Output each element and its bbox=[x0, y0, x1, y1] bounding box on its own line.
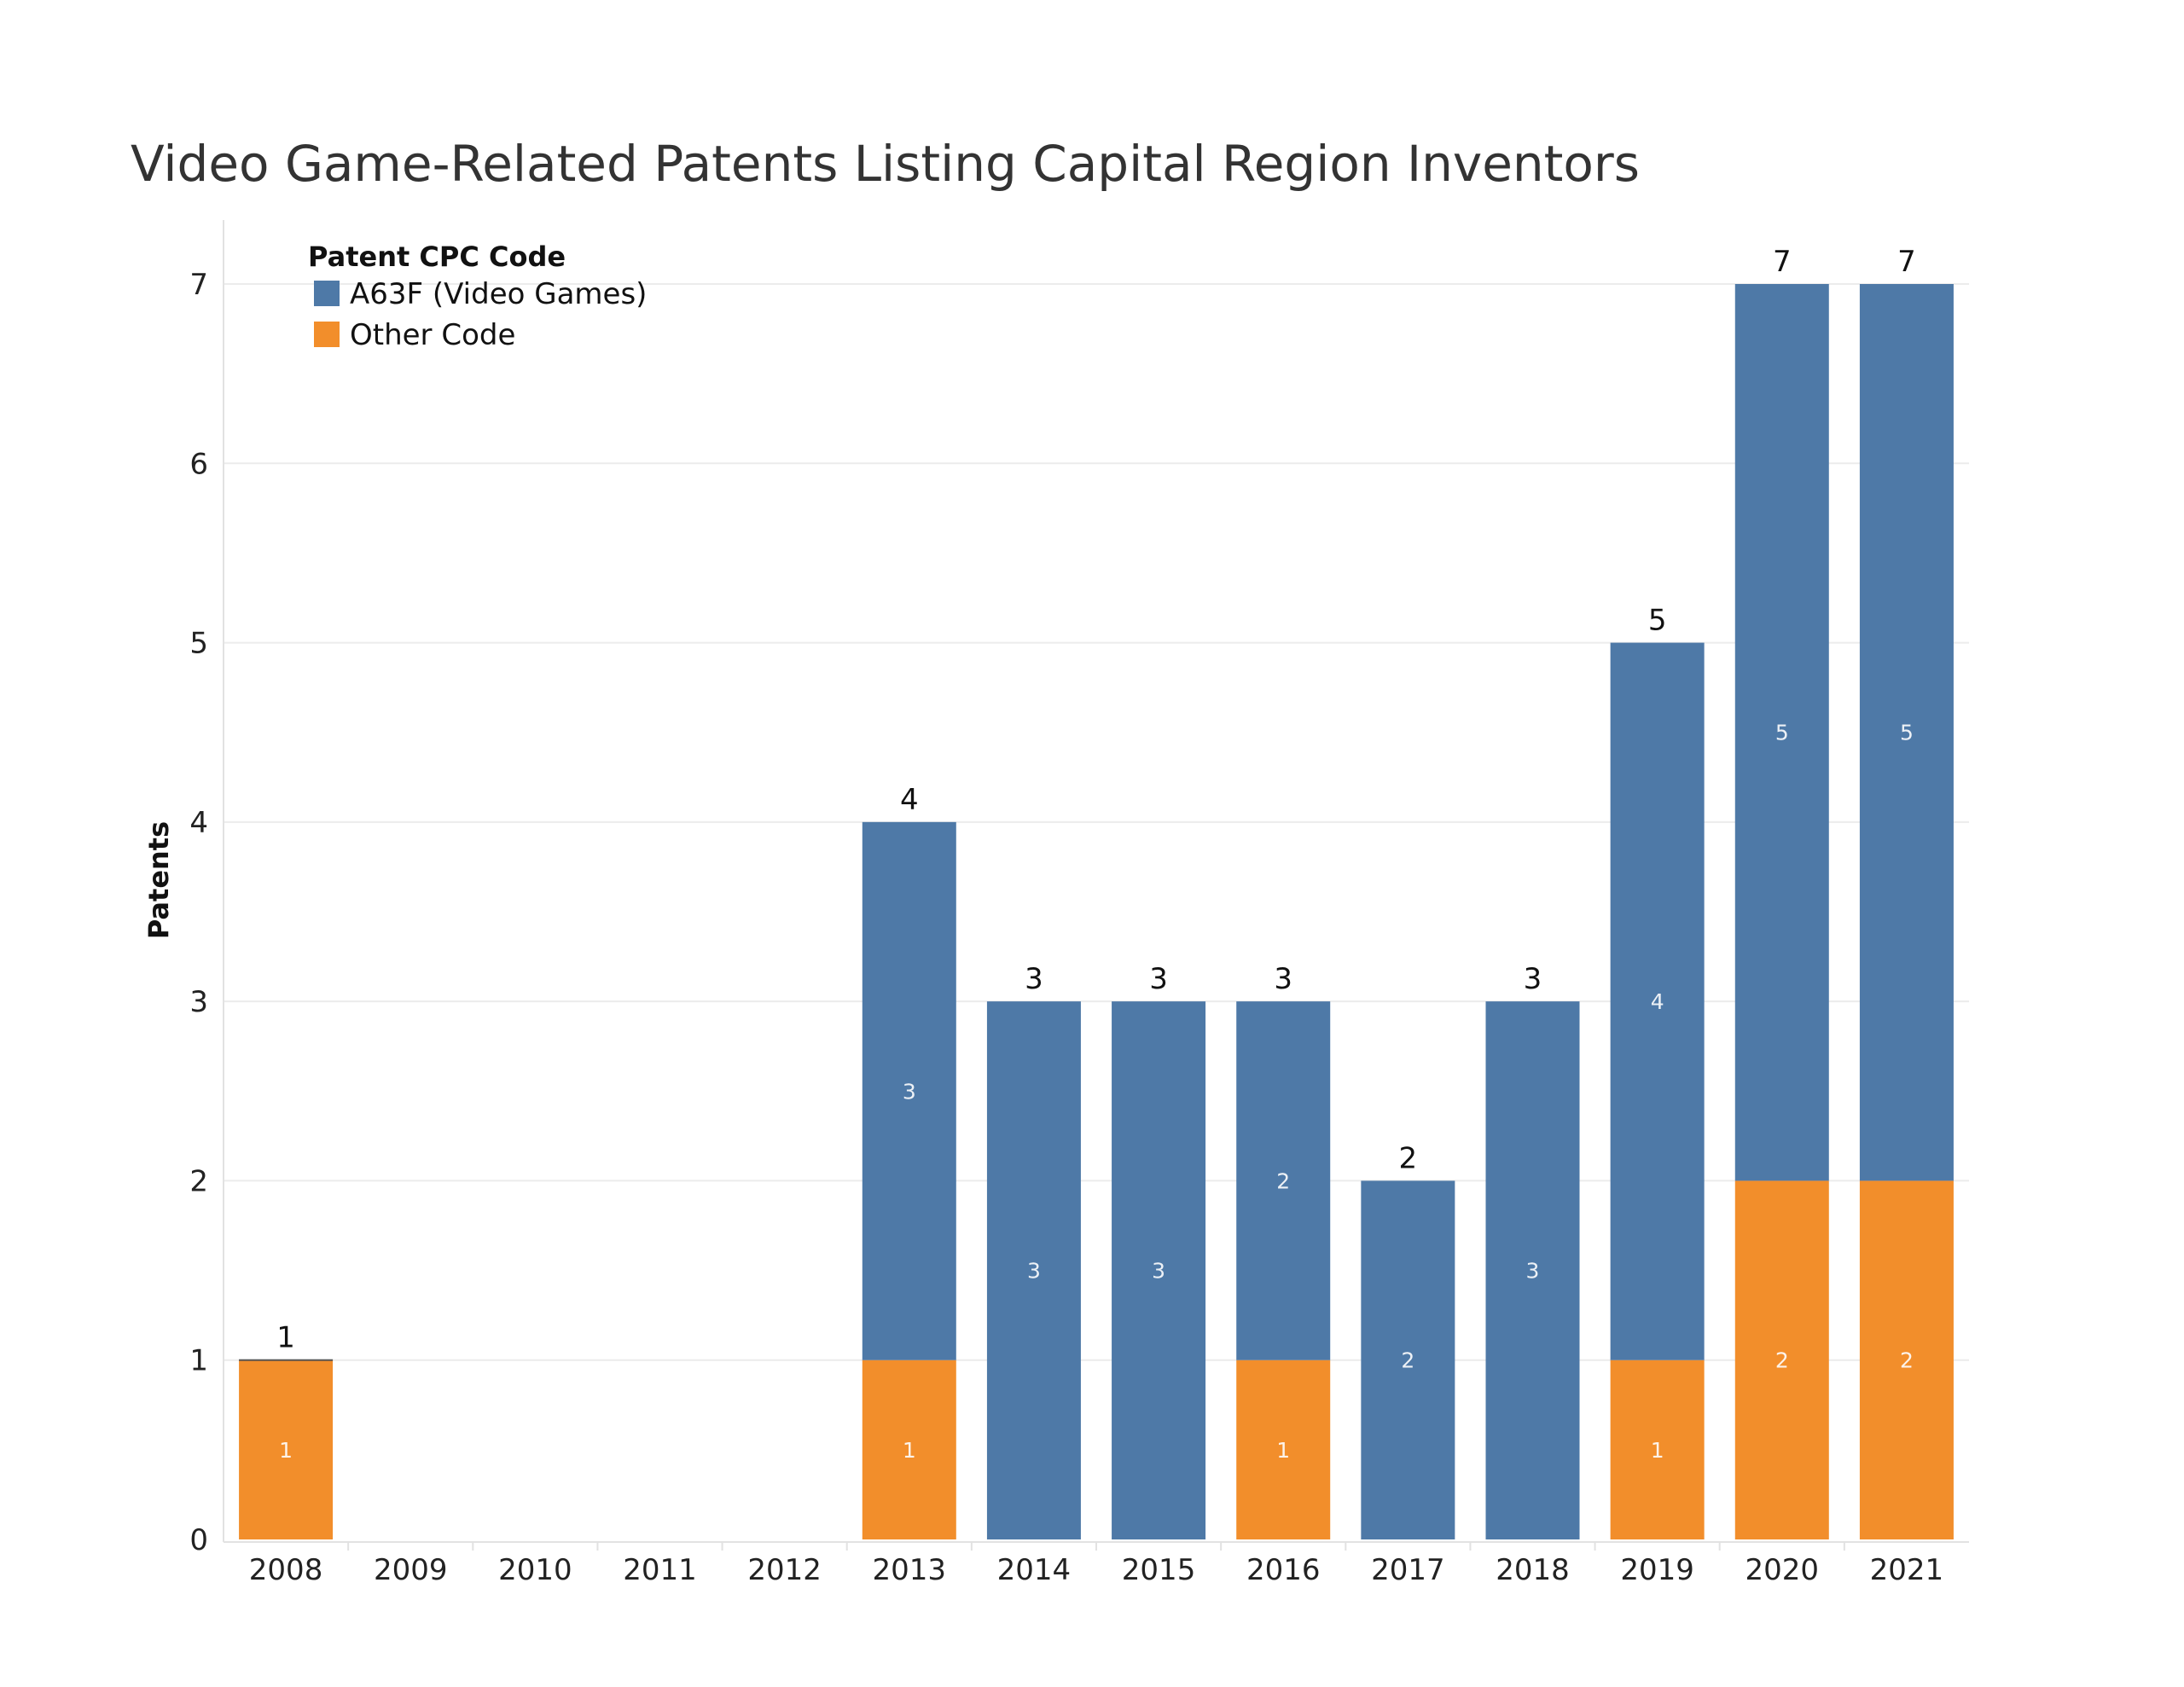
bars bbox=[239, 284, 1954, 1539]
y-axis-title: Patents bbox=[142, 821, 175, 939]
bar-a63f-2018 bbox=[1485, 1001, 1580, 1539]
x-tick-label: 2021 bbox=[1870, 1553, 1944, 1587]
legend-title: Patent CPC Code bbox=[308, 241, 566, 273]
y-tick-label: 2 bbox=[189, 1164, 208, 1198]
segment-label: 3 bbox=[1152, 1259, 1165, 1284]
legend-label: Other Code bbox=[350, 318, 515, 352]
y-tick-label: 5 bbox=[189, 627, 208, 661]
bar-other-code-2016 bbox=[1236, 1359, 1331, 1539]
y-tick-label: 0 bbox=[189, 1523, 208, 1557]
x-tick-label: 2011 bbox=[623, 1553, 697, 1587]
total-label: 3 bbox=[1524, 962, 1542, 996]
legend-swatch-other-code bbox=[314, 322, 340, 347]
bar-a63f-2021 bbox=[1859, 284, 1954, 1181]
gridlines bbox=[224, 283, 1969, 1361]
segment-label: 1 bbox=[1651, 1438, 1664, 1463]
y-tick-label: 7 bbox=[189, 268, 208, 302]
x-tick-label: 2008 bbox=[249, 1553, 323, 1587]
segment-label: 3 bbox=[903, 1079, 916, 1104]
bar-a63f-2020 bbox=[1734, 284, 1829, 1181]
bar-other-code-2013 bbox=[862, 1359, 956, 1539]
data-labels: 1 1 1 3 4 3 3 3 3 1 2 3 2 2 3 3 1 4 5 2 5 7 2 5 7 bbox=[276, 245, 1915, 1463]
x-tick-label: 2019 bbox=[1620, 1553, 1694, 1587]
x-tick-label: 2010 bbox=[498, 1553, 572, 1587]
x-tick-label: 2009 bbox=[374, 1553, 448, 1587]
axes: 0 1 2 3 4 5 6 7 Patents 2008 2009 2010 2011 2012 2013 2… bbox=[142, 220, 1969, 1587]
bar-other-code-2008 bbox=[239, 1359, 334, 1539]
bar-a63f-2016 bbox=[1236, 1001, 1331, 1360]
segment-label: 5 bbox=[1900, 721, 1914, 745]
bar-other-code-2019 bbox=[1610, 1359, 1705, 1539]
y-tick-label: 4 bbox=[189, 806, 208, 840]
total-label: 3 bbox=[1274, 962, 1292, 996]
x-tick-label: 2016 bbox=[1246, 1553, 1321, 1587]
segment-label: 2 bbox=[1775, 1348, 1789, 1373]
segment-label: 2 bbox=[1276, 1168, 1290, 1193]
x-tick-label: 2013 bbox=[873, 1553, 947, 1587]
bar-a63f-2015 bbox=[1112, 1001, 1206, 1539]
legend-swatch-a63f bbox=[314, 281, 340, 306]
y-tick-label: 6 bbox=[189, 447, 208, 481]
bar-a63f-2017 bbox=[1361, 1180, 1455, 1539]
segment-label: 2 bbox=[1401, 1348, 1414, 1373]
chart-title: Video Game-Related Patents Listing Capit… bbox=[131, 135, 1640, 193]
y-tick-label: 3 bbox=[189, 985, 208, 1019]
total-label: 5 bbox=[1648, 604, 1667, 638]
segment-label: 3 bbox=[1027, 1259, 1041, 1284]
bar-other-code-2021 bbox=[1859, 1180, 1954, 1539]
segment-label: 2 bbox=[1900, 1348, 1914, 1373]
bar-a63f-2019 bbox=[1610, 642, 1705, 1360]
segment-label: 4 bbox=[1651, 989, 1664, 1014]
segment-label: 1 bbox=[279, 1438, 293, 1463]
total-label: 4 bbox=[900, 783, 919, 817]
x-tick-label: 2020 bbox=[1745, 1553, 1820, 1587]
y-tick-label: 1 bbox=[189, 1344, 208, 1378]
bar-other-code-2020 bbox=[1734, 1180, 1829, 1539]
bar-a63f-2014 bbox=[986, 1001, 1081, 1539]
x-tick-label: 2018 bbox=[1496, 1553, 1570, 1587]
total-label: 1 bbox=[276, 1321, 295, 1355]
x-tick-label: 2012 bbox=[747, 1553, 822, 1587]
bar-top-edge bbox=[239, 1359, 334, 1361]
total-label: 3 bbox=[1025, 962, 1043, 996]
legend: Patent CPC Code A63F (Video Games) Other C… bbox=[308, 241, 647, 352]
x-tick-label: 2014 bbox=[997, 1553, 1072, 1587]
x-tick-label: 2017 bbox=[1371, 1553, 1445, 1587]
total-label: 7 bbox=[1897, 245, 1916, 279]
legend-label: A63F (Video Games) bbox=[350, 277, 647, 311]
segment-label: 3 bbox=[1526, 1259, 1540, 1284]
total-label: 3 bbox=[1149, 962, 1168, 996]
segment-label: 5 bbox=[1775, 721, 1789, 745]
x-tick-label: 2015 bbox=[1122, 1553, 1196, 1587]
total-label: 2 bbox=[1399, 1141, 1418, 1175]
bar-a63f-2013 bbox=[862, 821, 956, 1360]
segment-label: 1 bbox=[1276, 1438, 1290, 1463]
total-label: 7 bbox=[1773, 245, 1792, 279]
segment-label: 1 bbox=[903, 1438, 916, 1463]
